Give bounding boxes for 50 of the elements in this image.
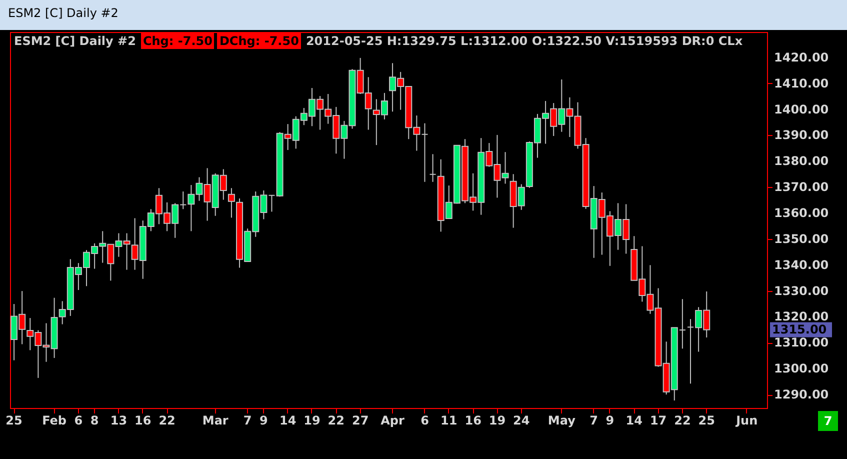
candlestick: [228, 188, 235, 218]
x-tick-label: 22: [328, 414, 345, 428]
x-tick-label: 7: [243, 414, 252, 428]
y-tick-label: 1340.00: [774, 258, 829, 272]
text: 1315.00: [772, 322, 827, 337]
x-tick-label: 24: [513, 414, 530, 428]
y-tick-label: 1390.00: [774, 128, 829, 142]
x-tick-label: 27: [352, 414, 369, 428]
x-tick-label: 17: [650, 414, 667, 428]
x-tick-label: 22: [674, 414, 691, 428]
y-tick-label: 1410.00: [774, 76, 829, 90]
x-tick-label: 19: [304, 414, 320, 428]
x-tick-label: 6: [420, 414, 429, 428]
annotation: Chg: -7.50: [140, 33, 214, 49]
y-tick-label: 1290.00: [774, 388, 829, 402]
candlestick: [429, 154, 436, 182]
chart-title: ESM2 [C] Daily #2: [8, 6, 118, 20]
x-tick-label: 11: [440, 414, 458, 428]
y-tick-label: 1380.00: [774, 154, 829, 168]
annotation: 2012-05-25 H:1329.75 L:1312.00 O:1322.50 V:1519593 DR:0 CLx: [304, 33, 744, 49]
y-tick-label: 1320.00: [774, 310, 829, 324]
x-tick-label: 16: [464, 414, 482, 428]
y-tick-label: 1360.00: [774, 206, 829, 220]
x-tick-label: Feb: [42, 414, 67, 428]
x-tick-label: 19: [488, 414, 506, 428]
y-tick-label: 1370.00: [774, 180, 829, 194]
x-tick-label: 8: [90, 414, 99, 428]
y-tick-label: 1310.00: [774, 336, 829, 350]
x-tick-label: Apr: [380, 414, 405, 428]
x-tick-label: 25: [698, 414, 715, 428]
x-tick-label: 7: [590, 414, 598, 428]
y-tick-label: 1330.00: [774, 284, 829, 298]
y-tick-label: 1400.00: [774, 102, 829, 116]
x-tick-label: 14: [279, 414, 296, 428]
y-tick-label: 1350.00: [774, 232, 829, 246]
annotation: ESM2 [C] Daily #2: [13, 33, 137, 49]
x-tick-label: Mar: [202, 414, 228, 428]
x-tick-label: 16: [134, 414, 152, 428]
x-tick-label: 14: [626, 414, 642, 428]
x-tick-label: Jun: [735, 414, 758, 428]
x-tick-label: 25: [6, 414, 22, 428]
y-tick-label: 1300.00: [774, 362, 829, 376]
x-tick-label: 22: [158, 414, 176, 428]
annotation: DChg: -7.50: [217, 33, 301, 49]
x-tick-label: May: [548, 414, 576, 428]
x-tick-label: 9: [259, 414, 268, 428]
y-tick-label: 1420.00: [774, 50, 829, 64]
x-tick-label: 9: [606, 414, 614, 428]
x-tick-label: 6: [74, 414, 83, 428]
x-tick-label: 13: [110, 414, 128, 428]
